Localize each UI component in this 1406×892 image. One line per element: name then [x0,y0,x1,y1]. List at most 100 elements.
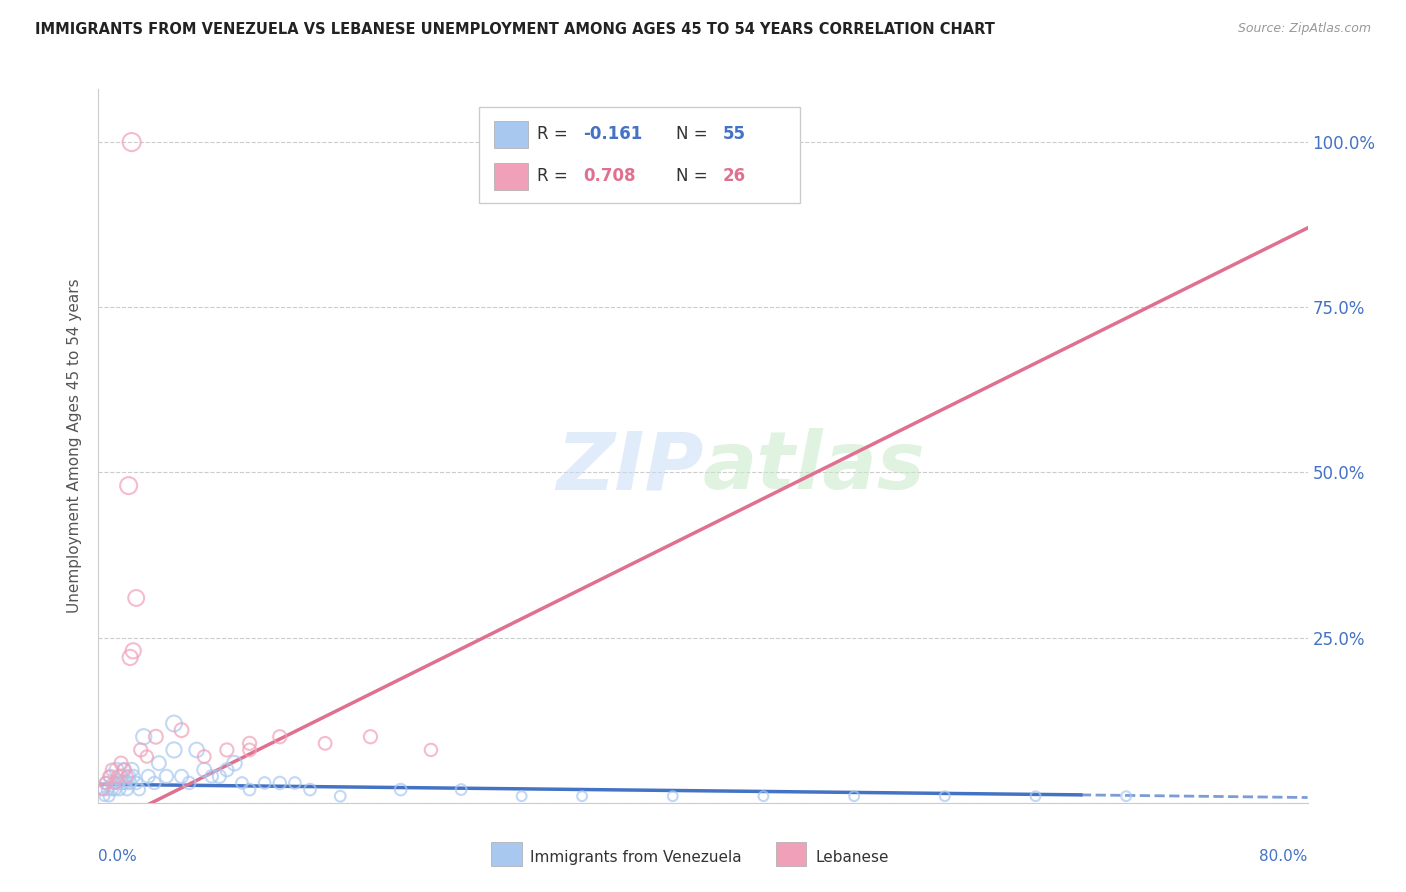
Point [94,776,117,790]
Point [121,135,143,149]
Point [120,776,142,790]
Point [299,782,322,797]
Text: R =: R = [537,168,574,186]
Point [125,776,148,790]
Point [110,756,132,771]
Point [844,789,866,804]
Point [148,756,170,771]
Point [98,789,121,804]
Point [91,782,114,797]
Point [98,769,121,783]
Point [314,736,336,750]
Bar [492,842,522,865]
Point [661,789,683,804]
Point [193,749,215,764]
Point [96,782,118,797]
Point [284,776,307,790]
Point [155,769,177,783]
FancyBboxPatch shape [479,107,800,203]
Point [752,789,775,804]
Point [104,776,127,790]
Text: -0.161: -0.161 [583,125,643,143]
Text: 80.0%: 80.0% [1260,849,1308,864]
Point [329,789,352,804]
Point [239,736,262,750]
Text: N =: N = [676,168,713,186]
Point [112,763,135,777]
Point [104,782,127,797]
Point [120,650,142,665]
Point [110,769,132,783]
Point [105,763,128,777]
Point [163,716,186,731]
Point [193,763,215,777]
Point [145,730,167,744]
Point [132,730,155,744]
Point [163,743,186,757]
Point [107,776,129,790]
Point [122,769,145,783]
Point [269,730,291,744]
Point [450,782,472,797]
Point [115,782,138,797]
Point [239,782,262,797]
Point [360,730,382,744]
Point [118,769,141,783]
Point [136,769,159,783]
Text: 0.0%: 0.0% [98,849,138,864]
Point [101,763,124,777]
Bar [494,162,527,190]
Point [186,743,208,757]
Point [93,789,115,804]
Point [107,769,129,783]
Point [112,763,135,777]
Point [253,776,276,790]
Point [128,782,150,797]
Point [101,782,124,797]
Point [934,789,956,804]
Point [1024,789,1046,804]
Point [94,776,117,790]
Bar [776,842,806,865]
Point [100,769,122,783]
Point [143,776,166,790]
Point [269,776,291,790]
Point [201,769,224,783]
Text: Source: ZipAtlas.com: Source: ZipAtlas.com [1237,22,1371,36]
Point [179,776,201,790]
Point [115,769,138,783]
Text: 0.708: 0.708 [583,168,636,186]
Point [389,782,412,797]
Text: atlas: atlas [703,428,925,507]
Point [135,749,157,764]
Text: Immigrants from Venezuela: Immigrants from Venezuela [530,850,742,865]
Point [1115,789,1137,804]
Point [215,743,238,757]
Point [108,782,131,797]
Point [224,756,246,771]
Point [122,644,145,658]
Text: N =: N = [676,125,713,143]
Point [129,743,152,757]
Point [170,769,193,783]
Point [121,763,143,777]
Point [170,723,193,738]
Point [215,763,238,777]
Text: 55: 55 [723,125,745,143]
Text: Lebanese: Lebanese [815,850,889,865]
Text: R =: R = [537,125,574,143]
Text: 26: 26 [723,168,745,186]
Point [231,776,253,790]
Point [571,789,593,804]
Point [125,591,148,605]
Point [510,789,533,804]
Point [111,776,134,790]
Bar [494,120,527,148]
Point [91,782,114,797]
Point [118,478,141,492]
Text: ZIP: ZIP [555,428,703,507]
Point [114,776,136,790]
Point [208,769,231,783]
Point [420,743,443,757]
Text: IMMIGRANTS FROM VENEZUELA VS LEBANESE UNEMPLOYMENT AMONG AGES 45 TO 54 YEARS COR: IMMIGRANTS FROM VENEZUELA VS LEBANESE UN… [35,22,995,37]
